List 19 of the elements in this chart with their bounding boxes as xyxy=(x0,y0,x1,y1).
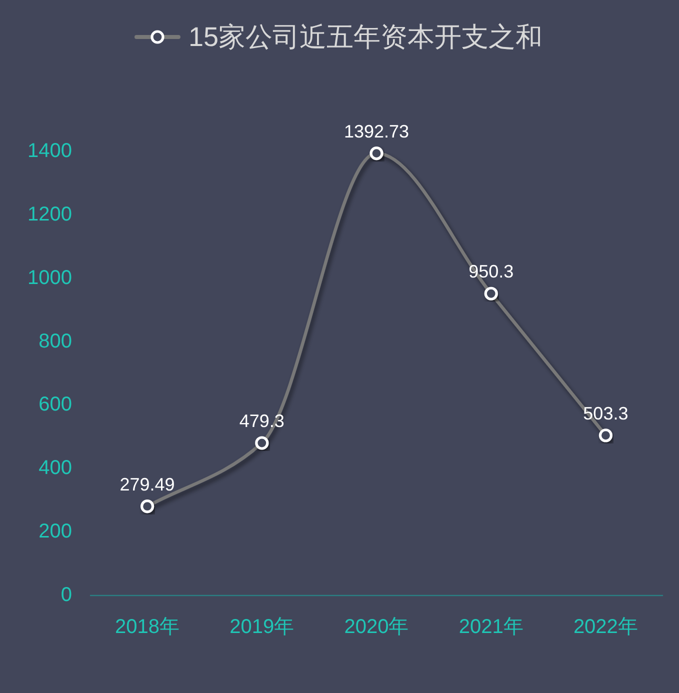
data-label: 1392.73 xyxy=(344,121,410,142)
y-tick-label: 600 xyxy=(38,394,72,416)
x-tick-label: 2018年 xyxy=(115,616,180,638)
y-tick-label: 0 xyxy=(60,584,72,606)
y-tick-label: 1000 xyxy=(28,266,72,289)
x-tick-label: 2020年 xyxy=(344,616,409,638)
y-tick-label: 1400 xyxy=(28,140,72,162)
x-tick-label: 2021年 xyxy=(458,616,524,638)
y-tick-label: 800 xyxy=(38,330,72,352)
data-label: 950.3 xyxy=(468,262,514,282)
data-label: 279.49 xyxy=(120,474,175,494)
data-label: 479.3 xyxy=(239,410,284,431)
x-tick-label: 2022年 xyxy=(573,616,638,638)
data-label: 503.3 xyxy=(583,403,628,424)
y-tick-label: 1200 xyxy=(28,203,72,226)
y-tick-label: 400 xyxy=(38,457,72,480)
x-tick-label: 2019年 xyxy=(230,616,294,638)
legend: 15家公司近五年资本开支之和 xyxy=(134,22,543,52)
y-tick-label: 200 xyxy=(38,520,72,543)
